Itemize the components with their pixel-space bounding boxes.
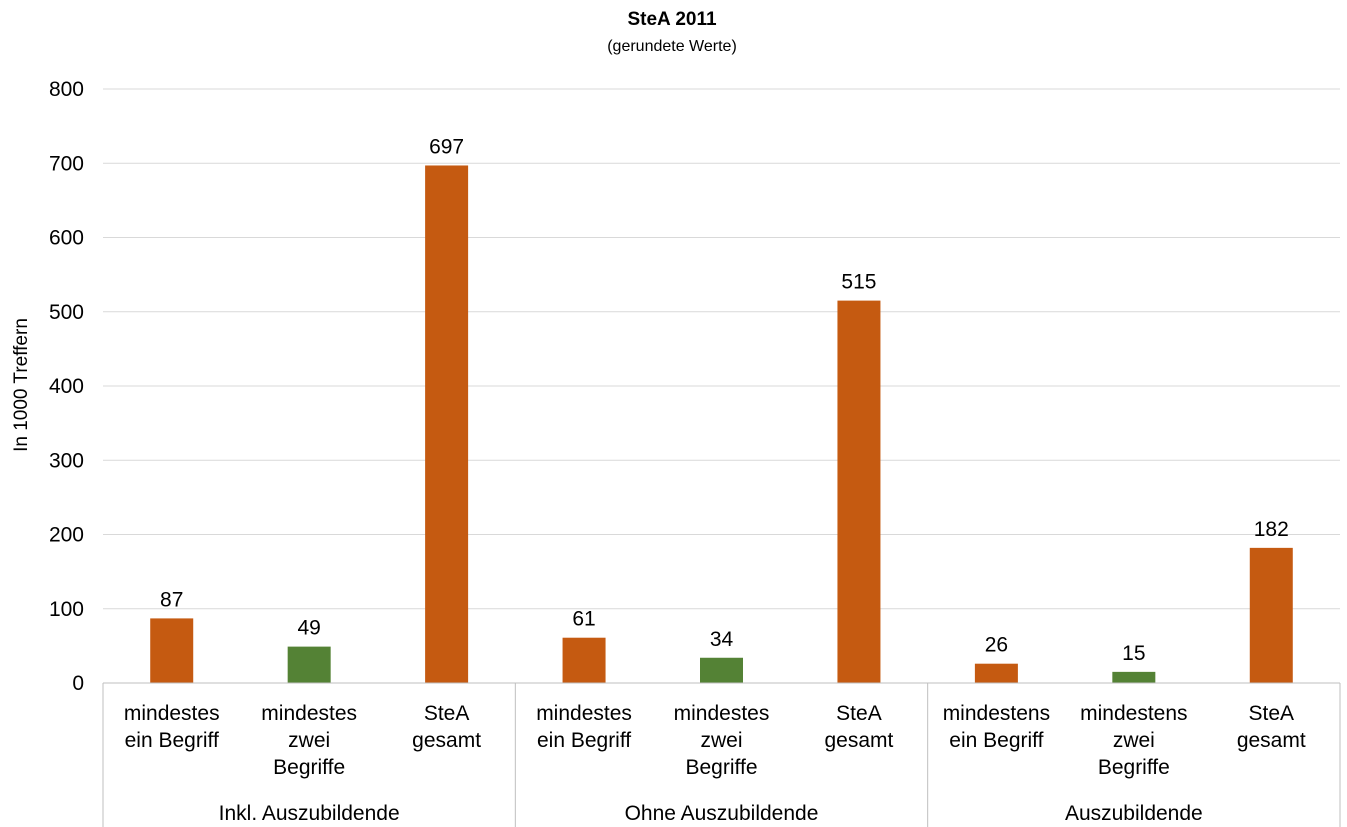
category-label: mindestes xyxy=(536,702,632,725)
category-label: Begriffe xyxy=(686,756,758,779)
category-label: mindestes xyxy=(261,702,357,725)
y-axis-label: In 1000 Treffern xyxy=(11,318,32,452)
gridlines xyxy=(103,88,1340,610)
category-label: Begriffe xyxy=(273,756,345,779)
y-tick-label: 500 xyxy=(49,301,84,324)
category-label: mindestes xyxy=(124,702,220,725)
y-tick-label: 100 xyxy=(49,598,84,621)
data-label: 87 xyxy=(160,588,183,611)
data-label: 182 xyxy=(1254,518,1289,541)
y-tick-label: 400 xyxy=(49,375,84,398)
category-label: SteA xyxy=(836,702,882,725)
y-tick-label: 0 xyxy=(72,672,84,695)
group-label: Ohne Auszubildende xyxy=(625,802,819,825)
bar xyxy=(974,663,1018,683)
y-tick-label: 800 xyxy=(49,78,84,101)
chart-title: SteA 2011 xyxy=(627,9,717,30)
bar xyxy=(1249,547,1293,683)
category-label: gesamt xyxy=(412,729,481,752)
x-axis xyxy=(102,682,1341,827)
category-label: mindestens xyxy=(1080,702,1187,725)
bar xyxy=(150,618,194,683)
group-labels: Inkl. Auszubildende Ohne Auszubildende Aus… xyxy=(219,802,1203,825)
bar xyxy=(287,646,331,683)
category-label: mindestes xyxy=(674,702,770,725)
data-label: 26 xyxy=(985,634,1008,657)
bar xyxy=(1112,671,1156,683)
data-label: 15 xyxy=(1122,642,1145,665)
category-label: zwei xyxy=(1113,729,1155,752)
category-label: SteA xyxy=(424,702,470,725)
y-tick-label: 700 xyxy=(49,152,84,175)
category-label: ein Begriff xyxy=(125,729,219,752)
data-label: 34 xyxy=(710,628,734,651)
bars xyxy=(150,165,1293,684)
category-label: mindestens xyxy=(943,702,1050,725)
category-labels: mindestes ein Begriff mindestes zwei Begriff… xyxy=(124,702,1306,779)
category-label: ein Begriff xyxy=(537,729,631,752)
group-label: Inkl. Auszubildende xyxy=(219,802,400,825)
category-label: ein Begriff xyxy=(949,729,1043,752)
data-label: 515 xyxy=(841,271,876,294)
category-label: gesamt xyxy=(825,729,894,752)
bar xyxy=(562,637,606,683)
category-label: zwei xyxy=(288,729,330,752)
y-axis-ticks: 0 100 200 300 400 500 600 700 800 xyxy=(49,78,84,695)
data-label: 49 xyxy=(297,617,320,640)
y-tick-label: 300 xyxy=(49,449,84,472)
bar xyxy=(837,300,881,683)
y-tick-label: 600 xyxy=(49,227,84,250)
chart-subtitle: (gerundete Werte) xyxy=(607,38,737,55)
y-tick-label: 200 xyxy=(49,524,84,547)
category-label: gesamt xyxy=(1237,729,1306,752)
data-label: 61 xyxy=(572,608,595,631)
category-label: Begriffe xyxy=(1098,756,1170,779)
category-label: zwei xyxy=(700,729,742,752)
bar xyxy=(425,165,469,684)
category-label: SteA xyxy=(1249,702,1295,725)
bar xyxy=(700,657,743,683)
data-label: 697 xyxy=(429,135,464,158)
group-label: Auszubildende xyxy=(1065,802,1203,825)
data-labels: 87 49 697 61 34 515 26 15 182 xyxy=(160,135,1289,664)
